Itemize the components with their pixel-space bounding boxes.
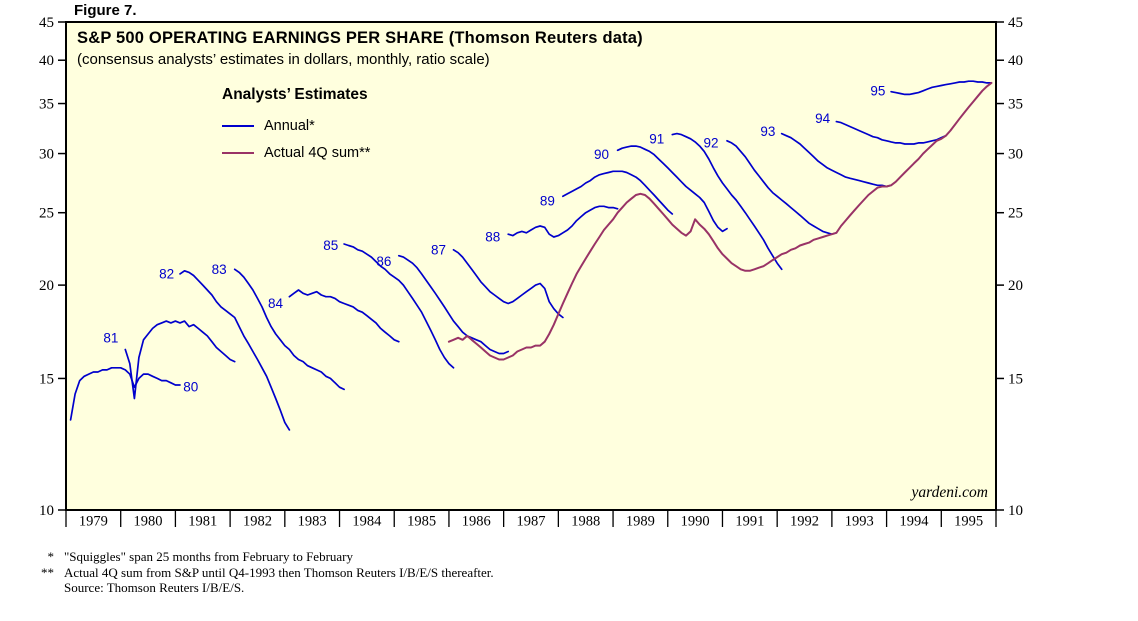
svg-text:1995: 1995 [954, 514, 983, 530]
legend: Analysts’ Estimates Annual* Actual 4Q su… [222, 86, 370, 171]
svg-text:15: 15 [1008, 371, 1023, 387]
footnotes: * "Squiggles" span 25 months from Februa… [30, 549, 494, 596]
svg-text:40: 40 [39, 53, 54, 69]
svg-text:30: 30 [1008, 147, 1023, 163]
svg-text:1982: 1982 [243, 514, 272, 530]
svg-text:45: 45 [39, 15, 54, 31]
svg-text:1984: 1984 [352, 514, 382, 530]
watermark: yardeni.com [911, 484, 988, 501]
svg-text:1992: 1992 [790, 514, 819, 530]
svg-text:92: 92 [703, 135, 718, 150]
svg-text:30: 30 [39, 147, 54, 163]
chart-title: S&P 500 OPERATING EARNINGS PER SHARE (Th… [77, 29, 643, 47]
svg-text:1983: 1983 [298, 514, 327, 530]
svg-text:1986: 1986 [462, 514, 491, 530]
svg-text:1994: 1994 [899, 514, 929, 530]
svg-text:88: 88 [485, 229, 500, 244]
svg-text:95: 95 [870, 83, 885, 98]
svg-text:80: 80 [183, 380, 198, 395]
svg-text:25: 25 [39, 206, 54, 222]
svg-text:35: 35 [39, 97, 54, 113]
annual-line-swatch [222, 125, 254, 127]
legend-item-annual: Annual* [222, 117, 370, 135]
svg-text:1985: 1985 [407, 514, 436, 530]
svg-text:1981: 1981 [188, 514, 217, 530]
svg-text:10: 10 [39, 503, 54, 519]
svg-text:91: 91 [649, 131, 664, 146]
footnote-actual-4q: ** Actual 4Q sum from S&P until Q4-1993 … [30, 565, 494, 581]
svg-text:1989: 1989 [626, 514, 655, 530]
svg-text:10: 10 [1008, 503, 1023, 519]
footnote-marker: ** [41, 564, 54, 580]
legend-item-actual-label: Actual 4Q sum** [264, 145, 371, 161]
legend-title: Analysts’ Estimates [222, 86, 368, 103]
svg-text:1990: 1990 [681, 514, 710, 530]
footnote-marker [30, 580, 54, 596]
legend-item-actual: Actual 4Q sum** [222, 144, 370, 162]
figure-label: Figure 7. [74, 2, 137, 19]
svg-text:93: 93 [760, 124, 775, 139]
svg-text:90: 90 [594, 147, 609, 162]
svg-text:89: 89 [540, 194, 555, 209]
svg-text:20: 20 [39, 278, 54, 294]
svg-text:1980: 1980 [134, 514, 163, 530]
footnote-text: Source: Thomson Reuters I/B/E/S. [64, 580, 245, 595]
svg-text:40: 40 [1008, 53, 1023, 69]
svg-text:1988: 1988 [571, 514, 600, 530]
svg-text:86: 86 [376, 254, 391, 269]
svg-text:25: 25 [1008, 206, 1023, 222]
svg-text:1993: 1993 [845, 514, 874, 530]
svg-text:35: 35 [1008, 97, 1023, 113]
footnote-text: Actual 4Q sum from S&P until Q4-1993 the… [64, 564, 494, 580]
svg-text:1987: 1987 [517, 514, 546, 530]
footnote-source: Source: Thomson Reuters I/B/E/S. [30, 580, 494, 596]
footnote-text: "Squiggles" span 25 months from February… [64, 549, 353, 564]
svg-text:83: 83 [212, 262, 227, 277]
svg-text:84: 84 [268, 296, 284, 311]
svg-text:94: 94 [815, 111, 831, 126]
svg-text:20: 20 [1008, 278, 1023, 294]
footnote-marker: * [47, 549, 55, 564]
chart-subtitle: (consensus analysts’ estimates in dollar… [77, 51, 490, 68]
svg-text:85: 85 [323, 238, 338, 253]
legend-item-annual-label: Annual* [264, 118, 315, 134]
svg-text:15: 15 [39, 371, 54, 387]
svg-text:1991: 1991 [735, 514, 764, 530]
svg-text:87: 87 [431, 242, 446, 257]
svg-text:82: 82 [159, 266, 174, 281]
actual-line-swatch [222, 152, 254, 154]
svg-text:81: 81 [103, 330, 118, 345]
footnote-squiggles: * "Squiggles" span 25 months from Februa… [30, 549, 494, 565]
svg-text:1979: 1979 [79, 514, 108, 530]
svg-text:45: 45 [1008, 15, 1023, 31]
